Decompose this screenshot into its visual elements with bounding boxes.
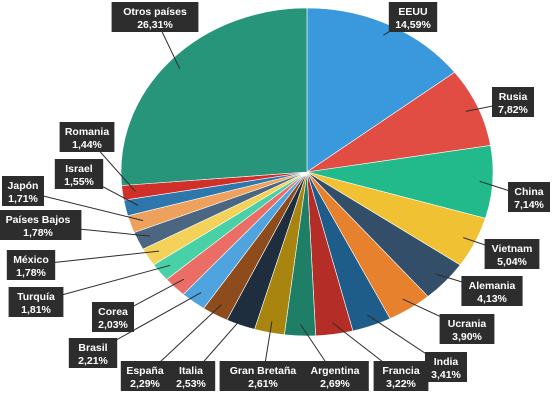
label-box [484,239,540,269]
slice-percent-label: 14,59% [395,19,431,31]
slice-percent-label: 2,29% [130,378,160,390]
label-box [8,287,64,317]
slice-percent-label: 1,81% [21,304,51,316]
label-box [425,352,467,382]
label-box [92,302,134,332]
slice-percent-label: 1,55% [64,176,94,188]
slice-percent-label: 5,04% [497,256,527,268]
slice-name: Rusia [499,91,528,103]
slice-name: Ucrania [448,318,487,330]
slice-percent-label: 2,21% [78,355,108,367]
slice-percent-label: 3,90% [452,331,482,343]
slice-percent-label: 4,13% [477,293,507,305]
pie-slices [120,7,494,337]
slice-name: España [126,365,164,377]
slice-name: Gran Bretaña [230,365,297,377]
slice-percent-label: 1,78% [16,267,46,279]
slice-name: Turquía [17,291,55,303]
slice-name: India [434,356,459,368]
slice-percent-label: 3,41% [431,369,461,381]
slice-name: Japón [8,180,39,192]
slice-name: China [514,186,543,198]
slice-name: Alemania [469,280,516,292]
pie-slice [120,7,308,186]
label-box [492,87,534,117]
slice-percent-label: 3,22% [386,378,416,390]
slice-name: Italia [179,365,203,377]
label-box [0,210,82,240]
slice-name: Otros países [123,6,187,18]
label-box [166,361,216,391]
slice-name: Romania [65,126,110,138]
slice-percent-label: 26,31% [137,19,173,31]
slice-name: Israel [65,163,93,175]
label-box [508,182,550,212]
label-box [373,361,429,391]
label-box [439,314,495,344]
label-box [301,361,369,391]
slice-percent-label: 2,69% [320,378,350,390]
label-box [111,2,199,32]
pie-slice [306,71,491,173]
slice-percent-label: 2,53% [176,378,206,390]
slice-name: Países Bajos [6,214,71,226]
slice-percent-label: 1,44% [72,139,102,151]
slice-percent-label: 7,14% [514,199,544,211]
slice-name: Argentina [310,365,359,377]
label-box [68,338,118,368]
slice-percent-label: 2,03% [98,319,128,331]
label-box [219,361,307,391]
label-box [388,2,438,32]
slice-percent-label: 7,82% [498,104,528,116]
label-box [461,276,523,306]
label-box [2,176,44,206]
slice-name: Corea [98,306,128,318]
slice-percent-label: 2,61% [248,378,278,390]
slice-percent-label: 1,78% [23,227,53,239]
slice-name: Vietnam [492,243,533,255]
slice-name: EEUU [398,6,427,18]
slice-name: México [13,254,49,266]
slice-percent-label: 1,71% [8,193,38,205]
slice-name: Francia [382,365,420,377]
label-box [6,250,56,280]
slice-name: Brasil [78,342,107,354]
label-box [59,122,115,152]
label-box [120,361,170,391]
label-box [54,159,104,189]
